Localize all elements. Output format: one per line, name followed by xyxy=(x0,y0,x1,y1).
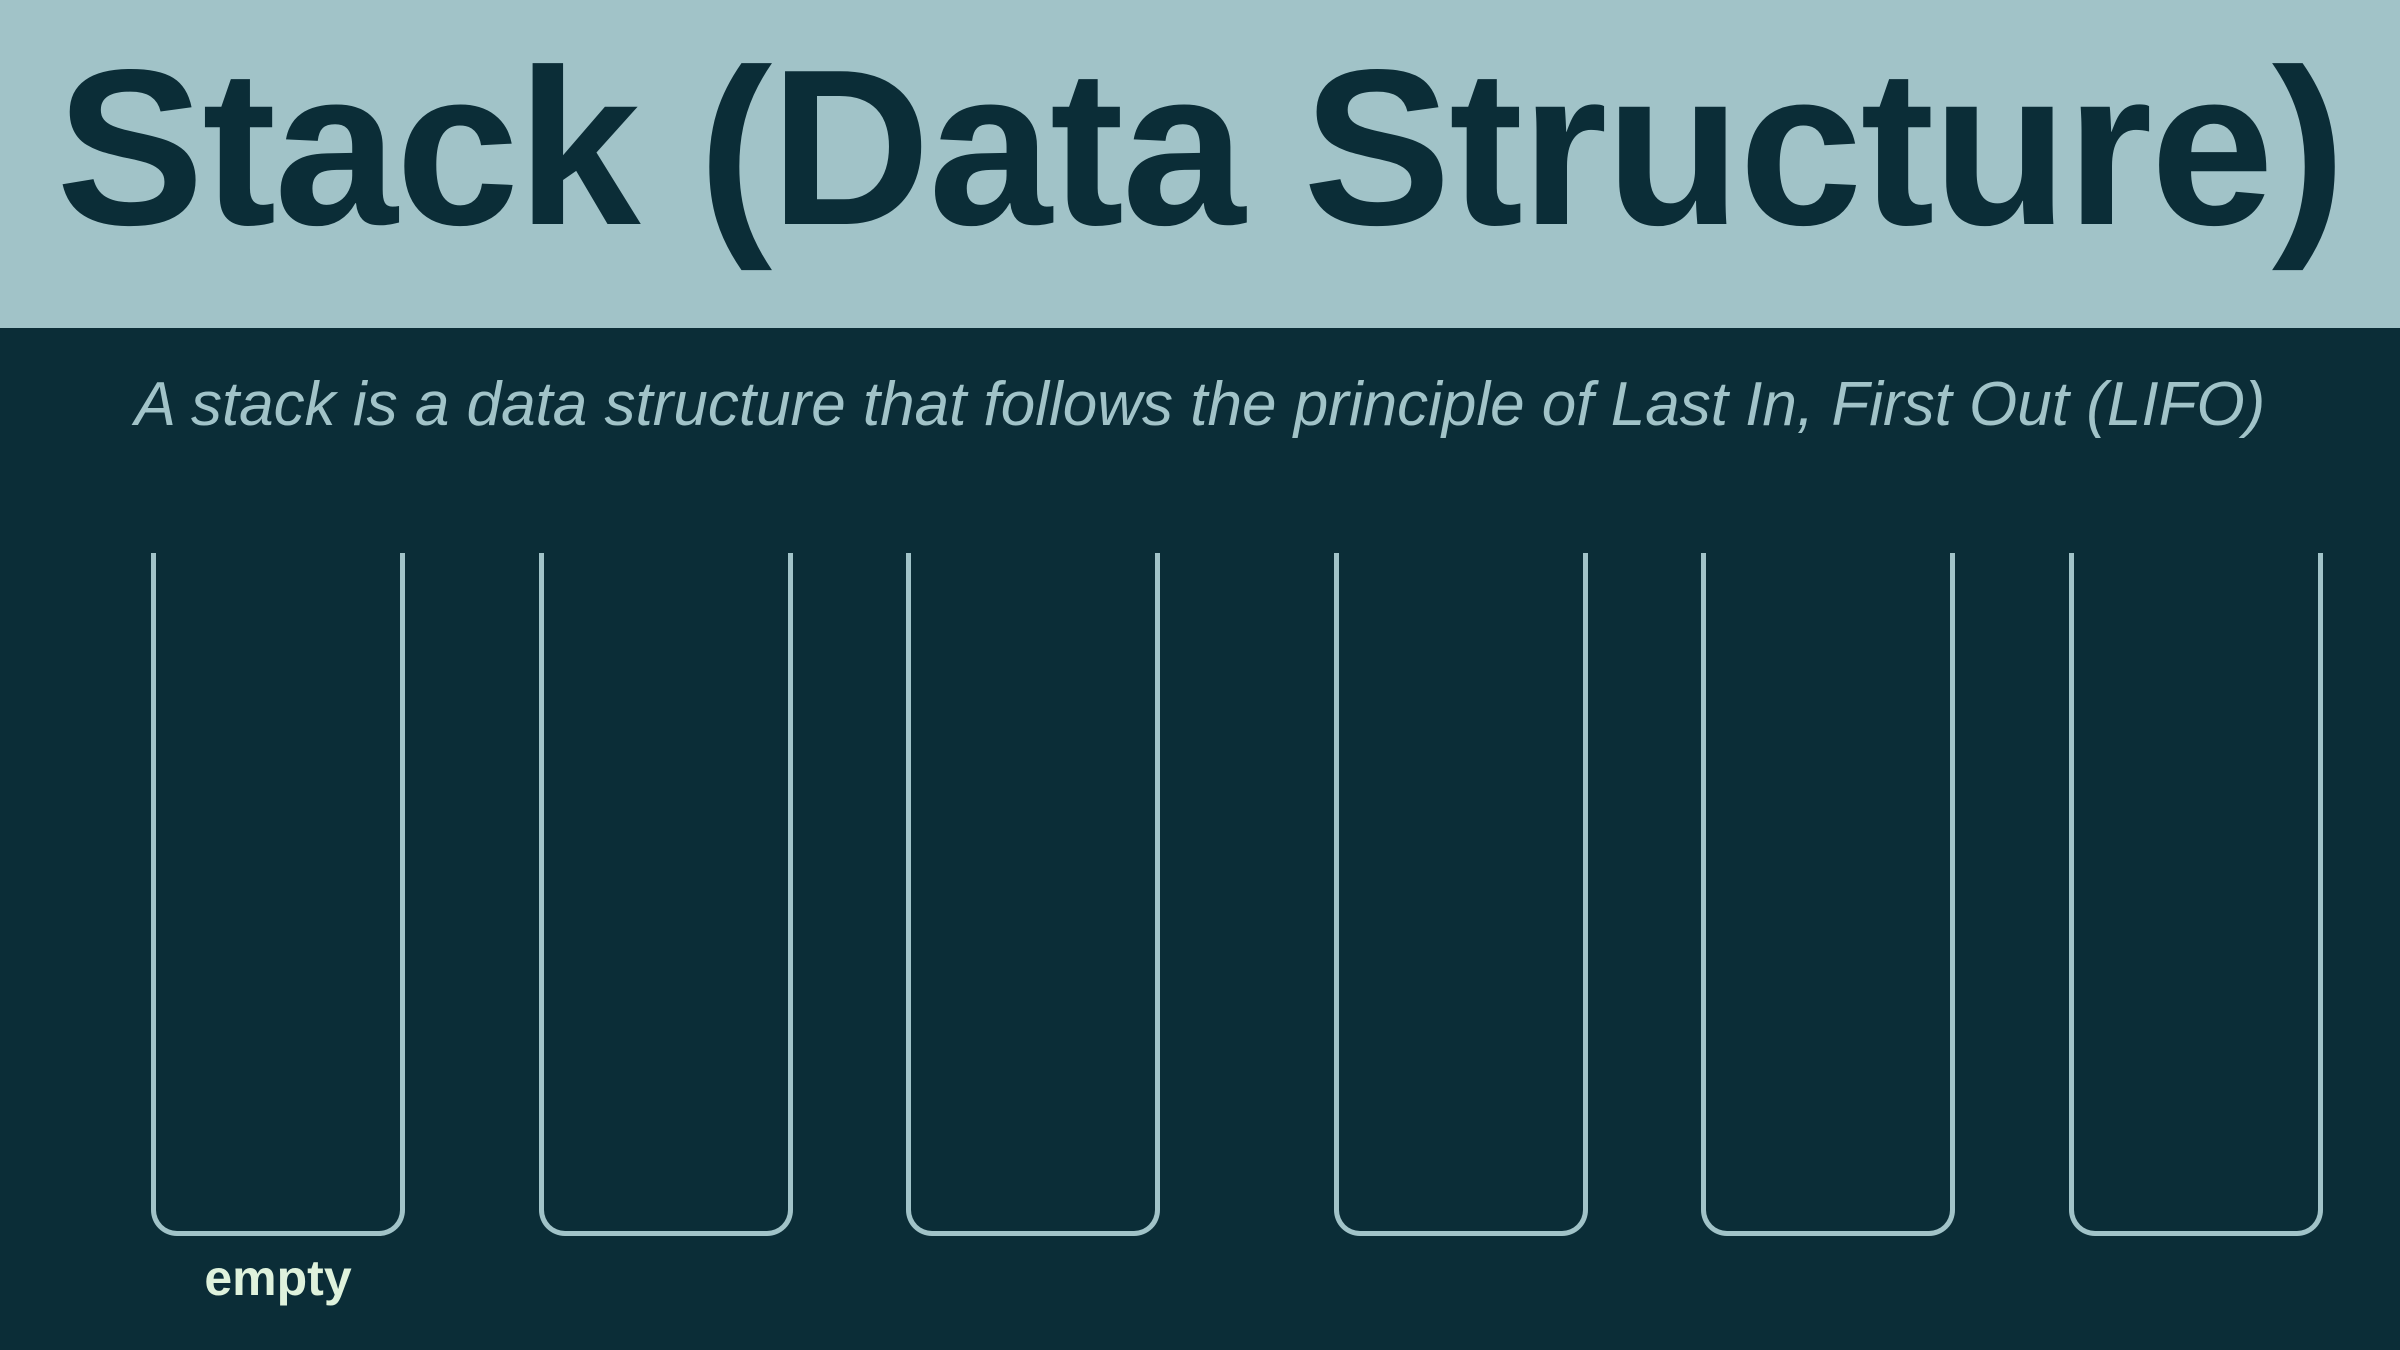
stack-container-4 xyxy=(1334,553,1588,1236)
header-band: Stack (Data Structure) xyxy=(0,0,2400,328)
stack-container-2 xyxy=(539,553,793,1236)
stack-container-3 xyxy=(906,553,1160,1236)
stack-container-1 xyxy=(151,553,405,1236)
stack-container-5 xyxy=(1701,553,1955,1236)
page-title: Stack (Data Structure) xyxy=(56,24,2346,272)
subtitle: A stack is a data structure that follows… xyxy=(134,370,2266,439)
stack-label-1: empty xyxy=(204,1250,352,1306)
stack-container-6 xyxy=(2069,553,2323,1236)
